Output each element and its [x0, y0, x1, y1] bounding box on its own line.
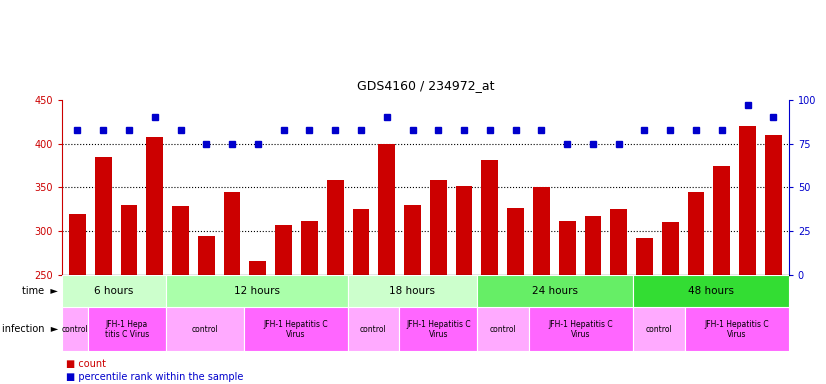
Text: 12 hours: 12 hours: [234, 286, 280, 296]
Bar: [62, 275, 166, 307]
Bar: [301, 221, 318, 384]
Bar: [121, 205, 137, 384]
Bar: [685, 307, 789, 351]
Bar: [456, 186, 472, 384]
Bar: [477, 275, 633, 307]
Text: ■ count: ■ count: [66, 359, 106, 369]
Text: 6 hours: 6 hours: [94, 286, 134, 296]
Bar: [477, 307, 529, 351]
Bar: [198, 236, 215, 384]
Bar: [404, 205, 421, 384]
Text: ■ percentile rank within the sample: ■ percentile rank within the sample: [66, 372, 244, 382]
Bar: [62, 307, 88, 351]
Bar: [636, 238, 653, 384]
Text: JFH-1 Hepatitis C
Virus: JFH-1 Hepatitis C Virus: [705, 319, 769, 339]
Bar: [765, 135, 781, 384]
Text: GDS4160 / 234972_at: GDS4160 / 234972_at: [357, 79, 494, 92]
Bar: [533, 187, 550, 384]
Bar: [348, 307, 400, 351]
Text: infection  ►: infection ►: [2, 324, 58, 334]
Text: 48 hours: 48 hours: [688, 286, 734, 296]
Bar: [327, 180, 344, 384]
Text: 18 hours: 18 hours: [389, 286, 435, 296]
Text: JFH-1 Hepatitis C
Virus: JFH-1 Hepatitis C Virus: [406, 319, 471, 339]
Bar: [482, 160, 498, 384]
Bar: [353, 209, 369, 384]
Text: control: control: [360, 325, 387, 334]
Bar: [739, 126, 756, 384]
Bar: [529, 307, 633, 351]
Text: JFH-1 Hepatitis C
Virus: JFH-1 Hepatitis C Virus: [548, 319, 614, 339]
Bar: [558, 221, 576, 384]
Text: control: control: [62, 325, 88, 334]
Bar: [166, 275, 348, 307]
Bar: [633, 275, 789, 307]
Bar: [69, 214, 86, 384]
Bar: [610, 209, 627, 384]
Bar: [714, 166, 730, 384]
Bar: [275, 225, 292, 384]
Bar: [244, 307, 348, 351]
Bar: [378, 144, 395, 384]
Bar: [633, 307, 685, 351]
Bar: [249, 262, 266, 384]
Text: 24 hours: 24 hours: [532, 286, 578, 296]
Text: control: control: [646, 325, 672, 334]
Text: JFH-1 Hepatitis C
Virus: JFH-1 Hepatitis C Virus: [263, 319, 328, 339]
Text: JFH-1 Hepa
titis C Virus: JFH-1 Hepa titis C Virus: [105, 319, 149, 339]
Bar: [400, 307, 477, 351]
Bar: [507, 208, 524, 384]
Text: control: control: [490, 325, 516, 334]
Bar: [585, 216, 601, 384]
Bar: [166, 307, 244, 351]
Text: time  ►: time ►: [22, 286, 58, 296]
Bar: [95, 157, 112, 384]
Bar: [688, 192, 705, 384]
Bar: [172, 207, 189, 384]
Text: control: control: [192, 325, 218, 334]
Bar: [662, 222, 679, 384]
Bar: [224, 192, 240, 384]
Bar: [146, 137, 163, 384]
Bar: [88, 307, 166, 351]
Bar: [348, 275, 477, 307]
Bar: [430, 180, 447, 384]
